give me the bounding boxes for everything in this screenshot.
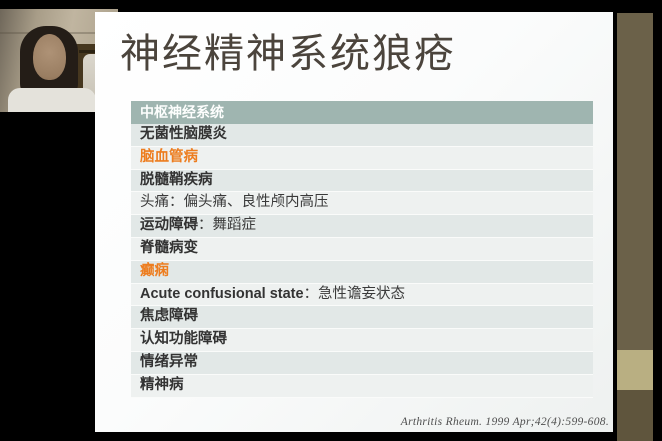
table-row: 脑血管病 bbox=[131, 146, 593, 170]
table-row: 脊髓病变 bbox=[131, 237, 593, 261]
table-row: 头痛：偏头痛、良性颅内高压 bbox=[131, 192, 593, 216]
reference-citation: Arthritis Rheum. 1999 Apr;42(4):599-608. bbox=[400, 416, 609, 428]
presenter-shirt bbox=[8, 88, 96, 112]
cns-manifestations-table: 中枢神经系统 无菌性脑膜炎 脑血管病 脱髓鞘疾病 头痛：偏头痛、良性颅内高压 运… bbox=[131, 101, 593, 398]
presentation-slide: 神经精神系统狼疮 中枢神经系统 无菌性脑膜炎 脑血管病 脱髓鞘疾病 头痛：偏头痛… bbox=[95, 12, 613, 432]
row-label: 情绪异常 bbox=[140, 353, 198, 370]
strip-brown-block bbox=[617, 390, 653, 441]
row-label: 癫痫 bbox=[140, 262, 169, 279]
table-row: 脱髓鞘疾病 bbox=[131, 169, 593, 193]
table-row: 无菌性脑膜炎 bbox=[131, 124, 593, 147]
row-label: 焦虑障碍 bbox=[140, 308, 198, 325]
presenter-face bbox=[33, 34, 66, 80]
strip-khaki-block bbox=[617, 350, 653, 390]
row-label: 脱髓鞘疾病 bbox=[140, 171, 213, 188]
table-row: Acute confusional state：急性谵妄状态 bbox=[131, 283, 593, 307]
row-label: Acute confusional state bbox=[140, 285, 304, 302]
table-row: 癫痫 bbox=[131, 260, 593, 284]
row-label: 无菌性脑膜炎 bbox=[140, 126, 227, 142]
row-label: 脊髓病变 bbox=[140, 239, 198, 256]
table-row: 认知功能障碍 bbox=[131, 329, 593, 352]
slide-title: 神经精神系统狼疮 bbox=[120, 32, 456, 76]
strip-olive-block bbox=[617, 13, 653, 350]
table-row: 运动障碍：舞蹈症 bbox=[131, 215, 593, 238]
slide-side-strip bbox=[617, 13, 653, 441]
row-label: 脑血管病 bbox=[140, 148, 198, 165]
table-header-row: 中枢神经系统 bbox=[131, 101, 593, 124]
table-row: 精神病 bbox=[131, 374, 593, 398]
row-label: 运动障碍 bbox=[140, 217, 198, 234]
row-label: 精神病 bbox=[140, 376, 184, 393]
table-row: 焦虑障碍 bbox=[131, 306, 593, 330]
row-label: 认知功能障碍 bbox=[140, 331, 227, 348]
table-row: 情绪异常 bbox=[131, 351, 593, 375]
